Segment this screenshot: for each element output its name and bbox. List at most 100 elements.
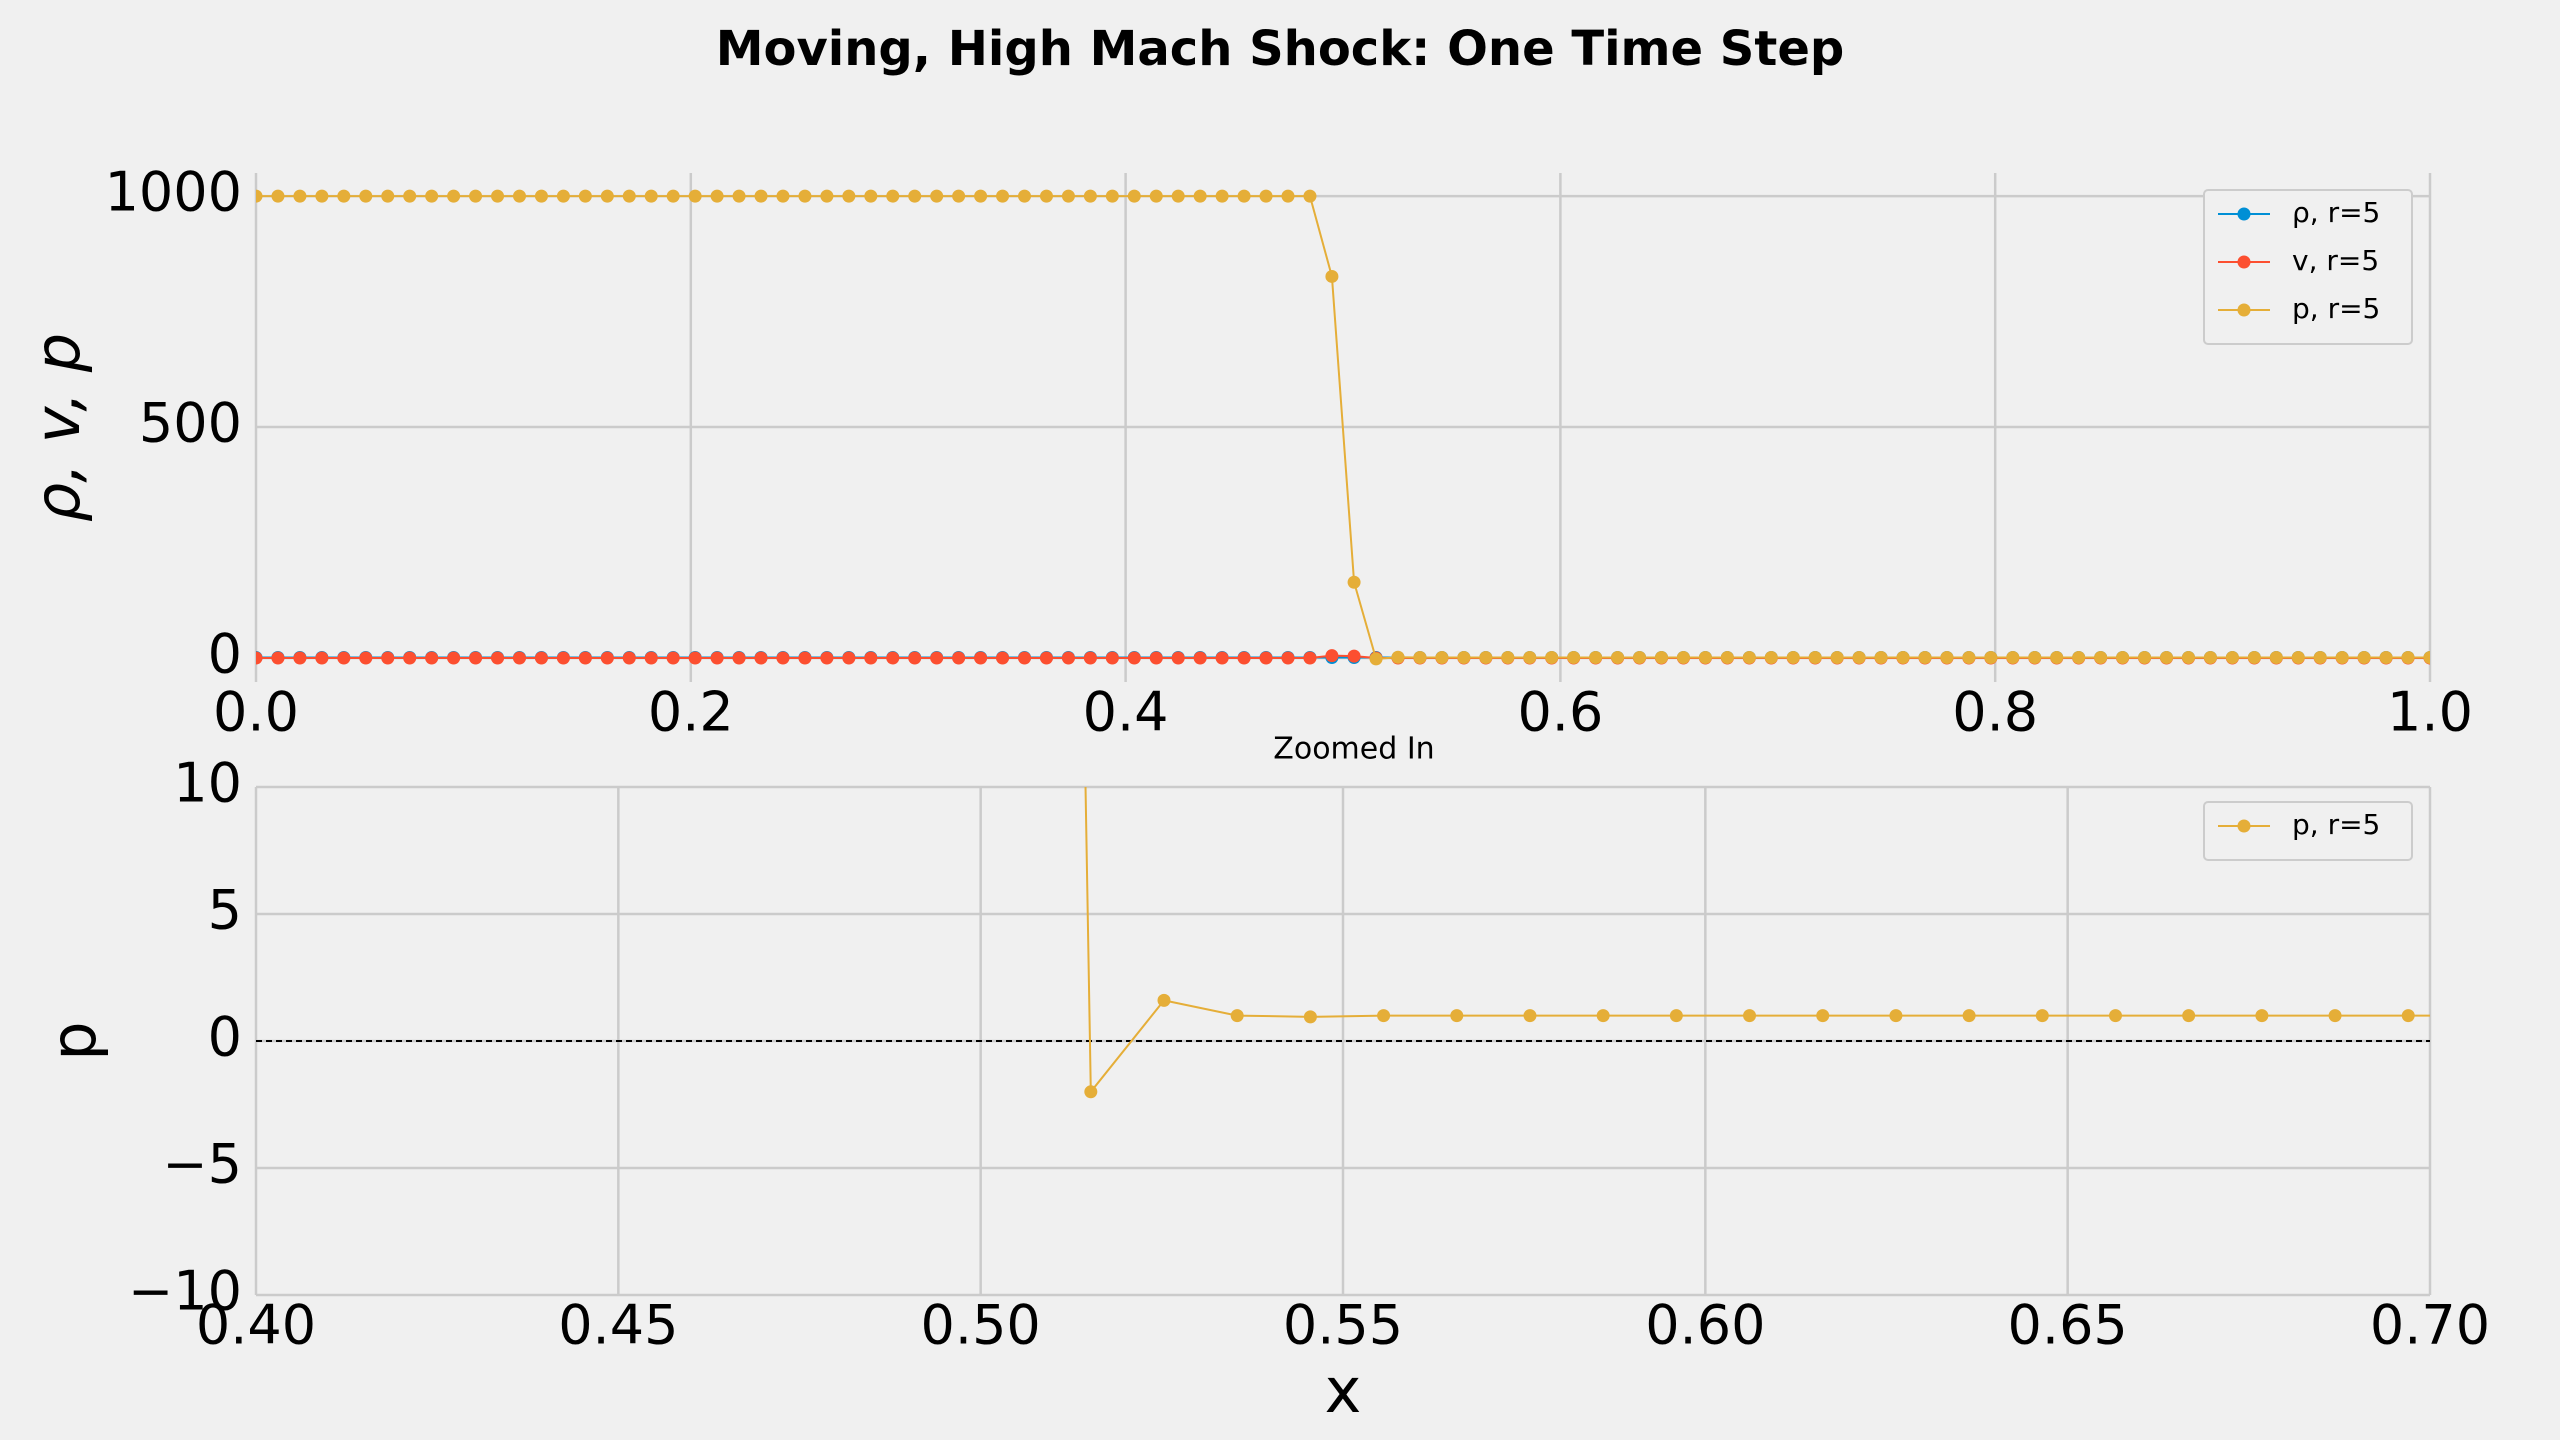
data-point xyxy=(1039,651,1053,665)
data-point xyxy=(1259,651,1273,665)
data-point xyxy=(820,651,834,665)
data-point xyxy=(1984,651,1998,665)
figure-title: Moving, High Mach Shock: One Time Step xyxy=(716,21,1844,77)
data-point xyxy=(271,651,285,665)
data-point xyxy=(2181,651,2195,665)
legend-label: ρ, r=5 xyxy=(2292,196,2380,229)
data-point xyxy=(1061,651,1075,665)
x-tick-label: 0.4 xyxy=(1083,681,1169,744)
y-tick-label: 5 xyxy=(208,879,242,942)
data-point xyxy=(1230,1009,1244,1023)
data-point xyxy=(1918,651,1932,665)
data-point xyxy=(600,189,614,203)
data-point xyxy=(2401,1009,2415,1023)
data-point xyxy=(2379,651,2393,665)
data-point xyxy=(622,651,636,665)
data-point xyxy=(600,651,614,665)
data-point xyxy=(1215,651,1229,665)
data-point xyxy=(688,189,702,203)
data-point xyxy=(469,651,483,665)
data-point xyxy=(1084,1085,1098,1099)
data-point xyxy=(1018,651,1032,665)
x-tick-label: 0.8 xyxy=(1952,681,2038,744)
data-point xyxy=(886,651,900,665)
data-point xyxy=(2094,651,2108,665)
data-point xyxy=(952,189,966,203)
data-point xyxy=(1545,651,1559,665)
data-point xyxy=(666,189,680,203)
data-point xyxy=(1149,189,1163,203)
data-point xyxy=(1171,651,1185,665)
data-point xyxy=(842,189,856,203)
data-point xyxy=(754,651,768,665)
data-point xyxy=(1325,269,1339,283)
data-point xyxy=(1764,651,1778,665)
x-tick-label: 0.0 xyxy=(213,681,299,744)
data-point xyxy=(1669,1009,1683,1023)
data-point xyxy=(1962,651,1976,665)
data-point xyxy=(512,651,526,665)
data-point xyxy=(1676,651,1690,665)
data-point xyxy=(996,189,1010,203)
x-tick-label: 0.45 xyxy=(558,1294,678,1357)
data-point xyxy=(908,651,922,665)
data-point xyxy=(2182,1009,2196,1023)
data-point xyxy=(2108,1009,2122,1023)
axes-title: Zoomed In xyxy=(1273,732,1434,767)
y-axis-label: p xyxy=(37,1021,110,1060)
data-point xyxy=(732,651,746,665)
data-point xyxy=(1325,649,1339,663)
series xyxy=(1084,787,2430,1099)
data-point xyxy=(403,189,417,203)
data-point xyxy=(1567,651,1581,665)
data-point xyxy=(1303,651,1317,665)
data-point xyxy=(256,651,263,665)
data-point xyxy=(1654,651,1668,665)
data-point xyxy=(403,651,417,665)
data-point xyxy=(710,189,724,203)
data-point xyxy=(732,189,746,203)
y-tick-label: 0 xyxy=(208,1006,242,1069)
data-point xyxy=(1215,189,1229,203)
data-point xyxy=(381,651,395,665)
data-point xyxy=(974,651,988,665)
data-point xyxy=(1061,189,1075,203)
data-point xyxy=(1808,651,1822,665)
data-point xyxy=(1149,651,1163,665)
data-point xyxy=(337,189,351,203)
data-point xyxy=(1039,189,1053,203)
data-point xyxy=(1237,189,1251,203)
data-point xyxy=(337,651,351,665)
data-point xyxy=(1369,652,1383,666)
data-point xyxy=(256,189,263,203)
data-point xyxy=(1852,651,1866,665)
data-point xyxy=(666,651,680,665)
data-point xyxy=(820,189,834,203)
data-point xyxy=(930,651,944,665)
data-point xyxy=(622,189,636,203)
data-point xyxy=(1105,189,1119,203)
data-point xyxy=(1450,1009,1464,1023)
legend-marker xyxy=(2237,255,2251,269)
data-point xyxy=(425,189,439,203)
x-tick-label: 0.70 xyxy=(2370,1294,2490,1357)
data-point xyxy=(1479,651,1493,665)
data-point xyxy=(1889,1009,1903,1023)
data-point xyxy=(2035,1009,2049,1023)
data-point xyxy=(2357,651,2371,665)
data-point xyxy=(1698,651,1712,665)
data-point xyxy=(864,651,878,665)
y-axis-label: ρ, v, p xyxy=(21,333,94,522)
data-point xyxy=(864,189,878,203)
data-point xyxy=(1435,651,1449,665)
data-point xyxy=(556,651,570,665)
data-point xyxy=(1786,651,1800,665)
data-point xyxy=(1596,1009,1610,1023)
data-point xyxy=(578,651,592,665)
data-point xyxy=(1589,651,1603,665)
x-tick-label: 0.60 xyxy=(1645,1294,1765,1357)
data-point xyxy=(1633,651,1647,665)
data-point xyxy=(1193,189,1207,203)
data-point xyxy=(2313,651,2327,665)
data-point xyxy=(512,189,526,203)
